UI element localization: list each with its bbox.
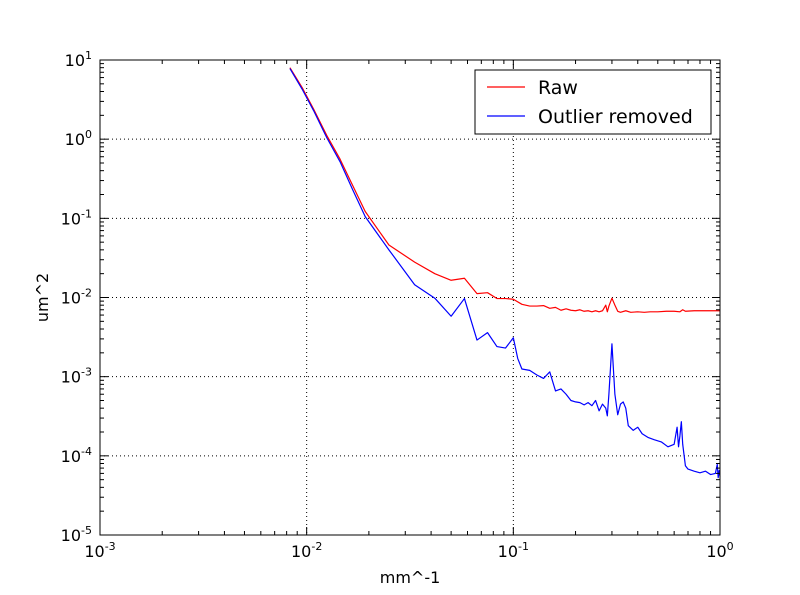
- y-tick-labels: 10-5 10-4 10-3 10-2 10-1 100 101: [61, 49, 92, 545]
- x-tick-label: 10-1: [498, 540, 529, 561]
- x-tick-label: 100: [706, 540, 733, 561]
- y-tick-label: 10-5: [61, 524, 92, 545]
- y-tick-label: 10-1: [61, 207, 92, 228]
- series-line-raw: [289, 67, 720, 313]
- grid: [100, 60, 720, 535]
- y-tick-label: 101: [65, 49, 92, 70]
- x-tick-label: 10-2: [291, 540, 322, 561]
- plot-lines: [289, 67, 721, 479]
- y-tick-label: 10-3: [61, 366, 92, 387]
- legend-label: Outlier removed: [538, 106, 693, 128]
- x-axis-label: mm^-1: [380, 568, 441, 587]
- series-line-outlier-removed: [289, 68, 721, 479]
- legend-label: Raw: [538, 77, 578, 99]
- x-tick-label: 10-3: [84, 540, 115, 561]
- x-tick-labels: 10-3 10-2 10-1 100: [84, 540, 733, 561]
- legend: Raw Outlier removed: [474, 69, 712, 135]
- axis-ticks: [99, 59, 721, 536]
- legend-box: [474, 69, 712, 135]
- y-tick-label: 10-2: [61, 287, 92, 308]
- y-tick-label: 100: [65, 128, 92, 149]
- y-axis-label: um^2: [33, 273, 52, 322]
- y-tick-label: 10-4: [61, 445, 92, 466]
